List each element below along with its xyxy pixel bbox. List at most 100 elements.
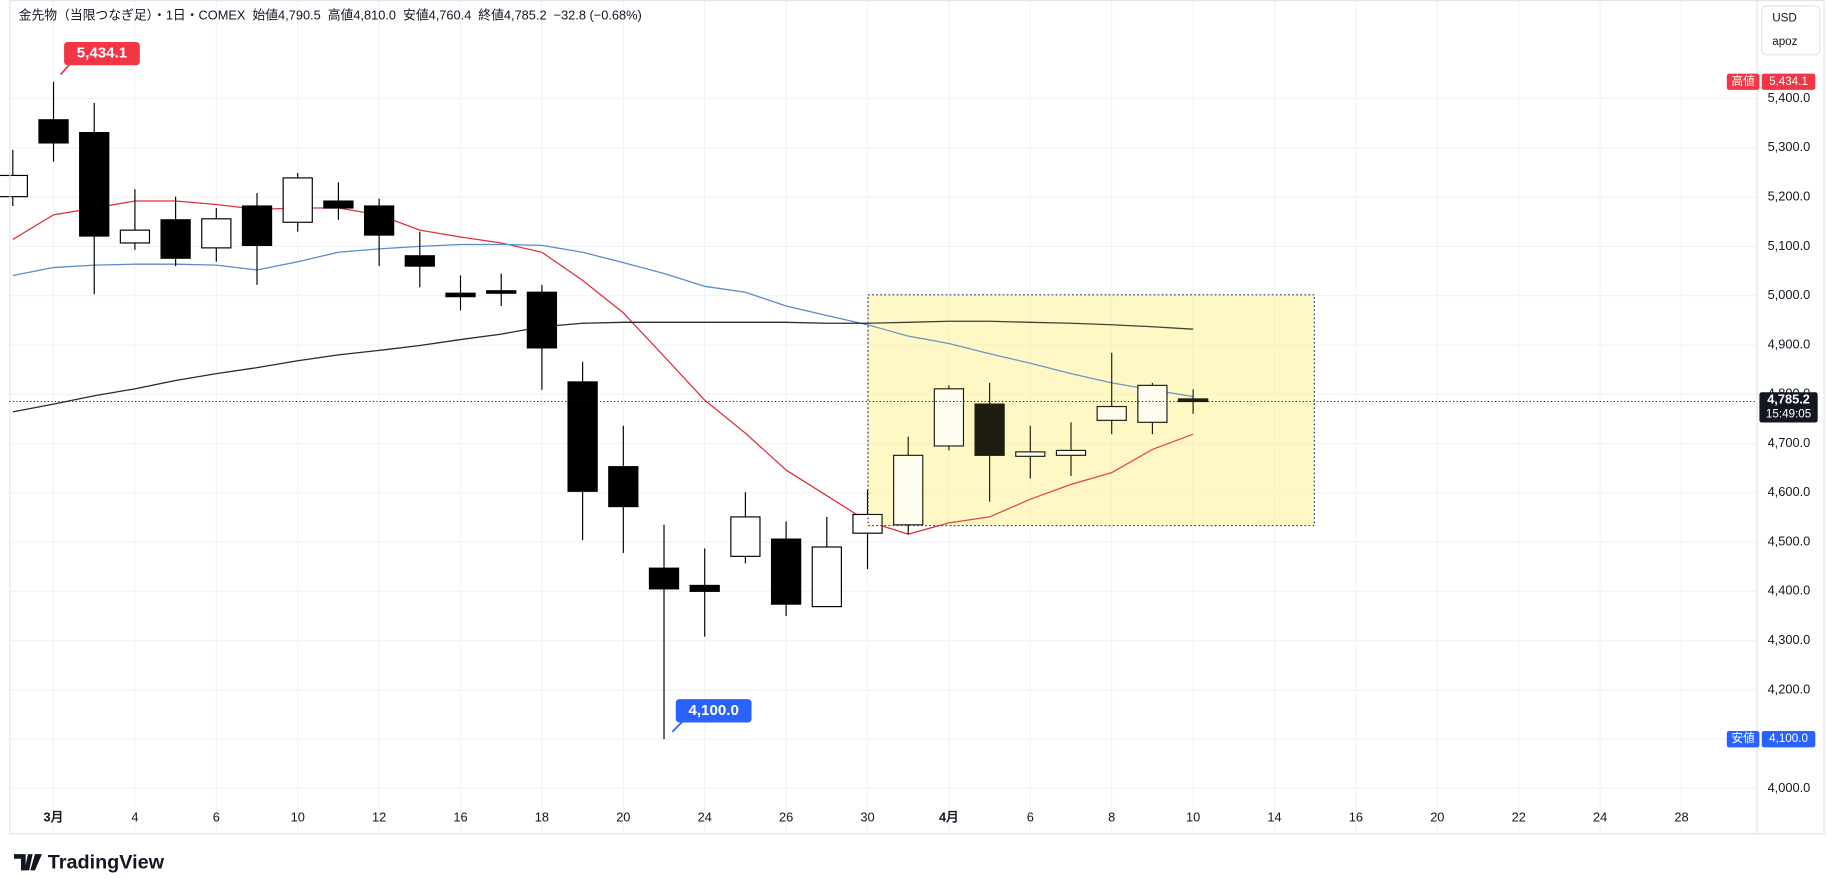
x-tick-label: 4月 — [939, 809, 959, 824]
title: 金先物（当限つなぎ足） — [19, 8, 153, 23]
frame — [9, 0, 1825, 835]
axis-tag-value: 4,100.0 — [1769, 732, 1808, 745]
axis-tag-label: 高値 — [1731, 74, 1755, 88]
currency: USD — [1772, 12, 1797, 25]
x-tick-label: 3月 — [44, 809, 64, 824]
x-tick-label: 12 — [372, 809, 386, 824]
marks — [0, 81, 1209, 740]
axis-tag-value-box — [1761, 731, 1816, 748]
header: 金先物（当限つなぎ足）・1日・COMEX 始値4,790.5 高値4,810.0 安値… — [19, 8, 642, 23]
grid — [9, 0, 1758, 835]
y-tick-label: 5,000.0 — [1768, 287, 1811, 302]
last-price-box — [1759, 392, 1818, 423]
candle-body — [1177, 398, 1209, 403]
x-tick-label: 18 — [535, 809, 549, 824]
callout-tail — [59, 63, 71, 76]
ohlc-value: 4,790.5 — [278, 8, 321, 23]
y-tick-label: 4,600.0 — [1768, 484, 1811, 499]
x-tick-label: 24 — [1593, 809, 1607, 824]
ohlc-label: 安値 — [403, 8, 429, 23]
x-tick-label: 6 — [213, 809, 220, 824]
y-tick-label: 4,300.0 — [1768, 632, 1811, 647]
logo: TradingView — [13, 852, 165, 874]
x-tick-label: 6 — [1027, 809, 1034, 824]
ohlc-value: 4,785.2 — [504, 8, 547, 23]
ohlc-value: 4,760.4 — [429, 8, 472, 23]
candle-body — [526, 291, 558, 349]
y-tick-label: 4,500.0 — [1768, 533, 1811, 548]
candle-body — [363, 205, 395, 236]
candle-body — [323, 200, 354, 209]
y-tick-label: 4,400.0 — [1768, 583, 1811, 598]
callout-tail — [671, 720, 684, 733]
highlight-box[interactable] — [867, 294, 1315, 527]
callout-box — [64, 41, 140, 66]
candle-body — [404, 255, 435, 267]
subtitle: ・1日・COMEX — [153, 8, 246, 23]
x-tick-label: 30 — [860, 809, 874, 824]
candle-body — [1015, 451, 1046, 457]
x-tick-label: 14 — [1267, 809, 1281, 824]
x-tick-label: 22 — [1512, 809, 1526, 824]
y-tick-label: 5,300.0 — [1768, 139, 1811, 154]
moving-average — [12, 320, 1194, 413]
y-tick-label: 4,700.0 — [1768, 435, 1811, 450]
axis-tag-value: 5,434.1 — [1769, 75, 1808, 88]
candle-body — [689, 584, 720, 592]
candle-body — [608, 466, 639, 508]
last-price-label: 4,785.2 — [1767, 392, 1810, 407]
candle-body — [160, 219, 191, 259]
x-tick-label: 24 — [698, 809, 712, 824]
ohlc-label: 終値 — [478, 8, 504, 23]
x-tick-label: 16 — [1349, 809, 1363, 824]
logo-icon — [13, 854, 42, 871]
callout-box — [675, 699, 752, 723]
account: apoz — [1772, 35, 1797, 48]
x-tick-label: 20 — [616, 809, 630, 824]
candle-body — [933, 388, 965, 447]
currency-box[interactable] — [1761, 5, 1821, 56]
candle-body — [811, 546, 842, 608]
x-tick-label: 10 — [291, 809, 305, 824]
x-tick-label: 20 — [1430, 809, 1444, 824]
candle-body — [1137, 384, 1168, 423]
y-tick-label: 5,200.0 — [1768, 189, 1811, 204]
candle-body — [241, 205, 273, 247]
axis-tag-label-box — [1726, 73, 1760, 90]
x-tick-label: 10 — [1186, 809, 1200, 824]
ohlc-label: 高値 — [328, 8, 354, 23]
candle-body — [38, 119, 69, 144]
labels: 4,000.0 4,100.0 4,200.0 4,300.0 4,400.0 4,500… — [9, 41, 1818, 824]
axis-tag-label-box — [1726, 731, 1760, 748]
ohlc-label: 始値 — [252, 8, 278, 23]
countdown: 15:49:05 — [1766, 407, 1811, 420]
candle-body — [445, 292, 476, 298]
moving-average — [12, 243, 1194, 398]
y-tick-label: 5,400.0 — [1768, 90, 1811, 105]
candle-body — [0, 174, 28, 198]
candle-body — [79, 131, 110, 237]
axis-tag-value-box — [1761, 73, 1816, 90]
candle-body — [282, 177, 313, 223]
candle-body — [486, 290, 517, 294]
candle-body — [770, 538, 802, 605]
candle-body — [567, 381, 598, 492]
candle-body — [1055, 449, 1087, 456]
candle-body — [730, 516, 761, 557]
candle-body — [119, 229, 151, 244]
moving-average — [12, 200, 1194, 535]
axis-tag-label: 安値 — [1731, 731, 1755, 745]
candle-body — [893, 454, 924, 526]
candle-body — [201, 218, 232, 249]
candle-body — [974, 403, 1005, 456]
change: −32.8 (−0.68%) — [554, 8, 642, 23]
candle-body — [1096, 405, 1127, 421]
y-tick-label: 4,200.0 — [1768, 681, 1811, 696]
x-tick-label: 4 — [131, 809, 138, 824]
y-tick-label: 5,100.0 — [1768, 238, 1811, 253]
x-tick-label: 28 — [1674, 809, 1688, 824]
brand: TradingView — [48, 852, 165, 874]
x-tick-label: 26 — [779, 809, 793, 824]
